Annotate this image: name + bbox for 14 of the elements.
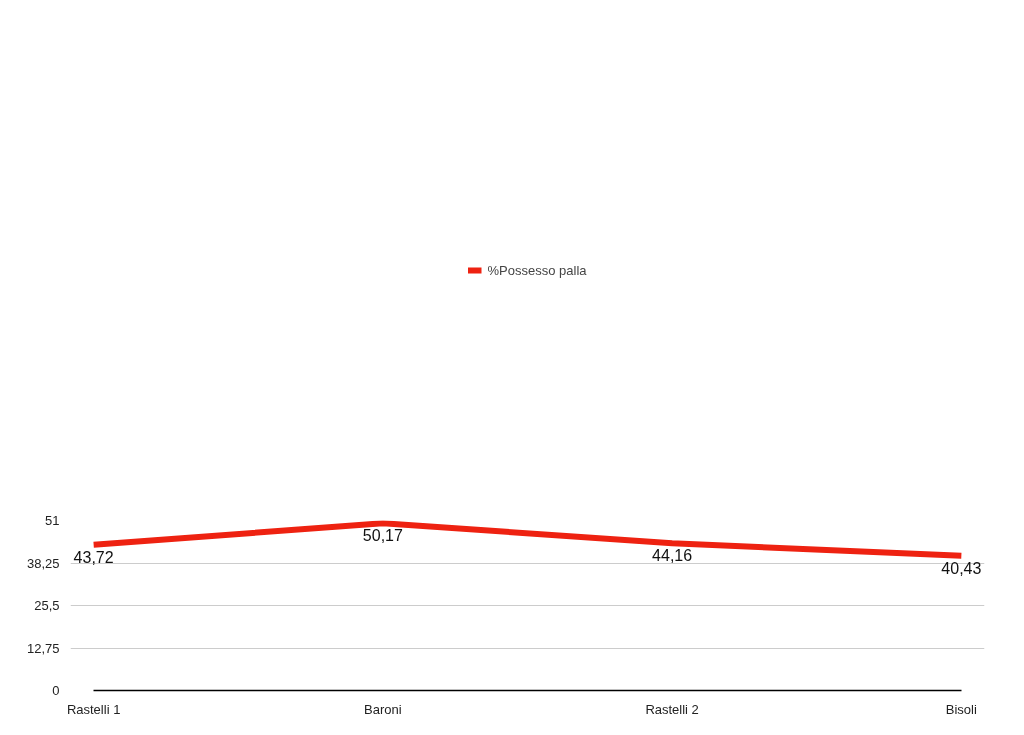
x-tick-label: Bisoli — [945, 701, 978, 717]
y-tick-label: 12,75 — [26, 640, 60, 656]
x-tick-label: Baroni — [364, 701, 402, 717]
y-tick-label: 38,25 — [26, 555, 60, 571]
data-label: 40,43 — [941, 559, 982, 577]
y-tick-label: 25,5 — [34, 598, 60, 613]
x-tick-label: Rastelli 2 — [645, 701, 699, 717]
data-label: 44,16 — [652, 547, 693, 565]
y-tick-label: 0 — [52, 683, 60, 698]
y-tick-label: 51 — [45, 513, 60, 528]
legend-label: %Possesso palla — [487, 262, 587, 278]
data-label: 43,72 — [73, 548, 114, 566]
data-label: 50,17 — [362, 527, 403, 545]
x-tick-label: Rastelli 1 — [66, 701, 121, 717]
